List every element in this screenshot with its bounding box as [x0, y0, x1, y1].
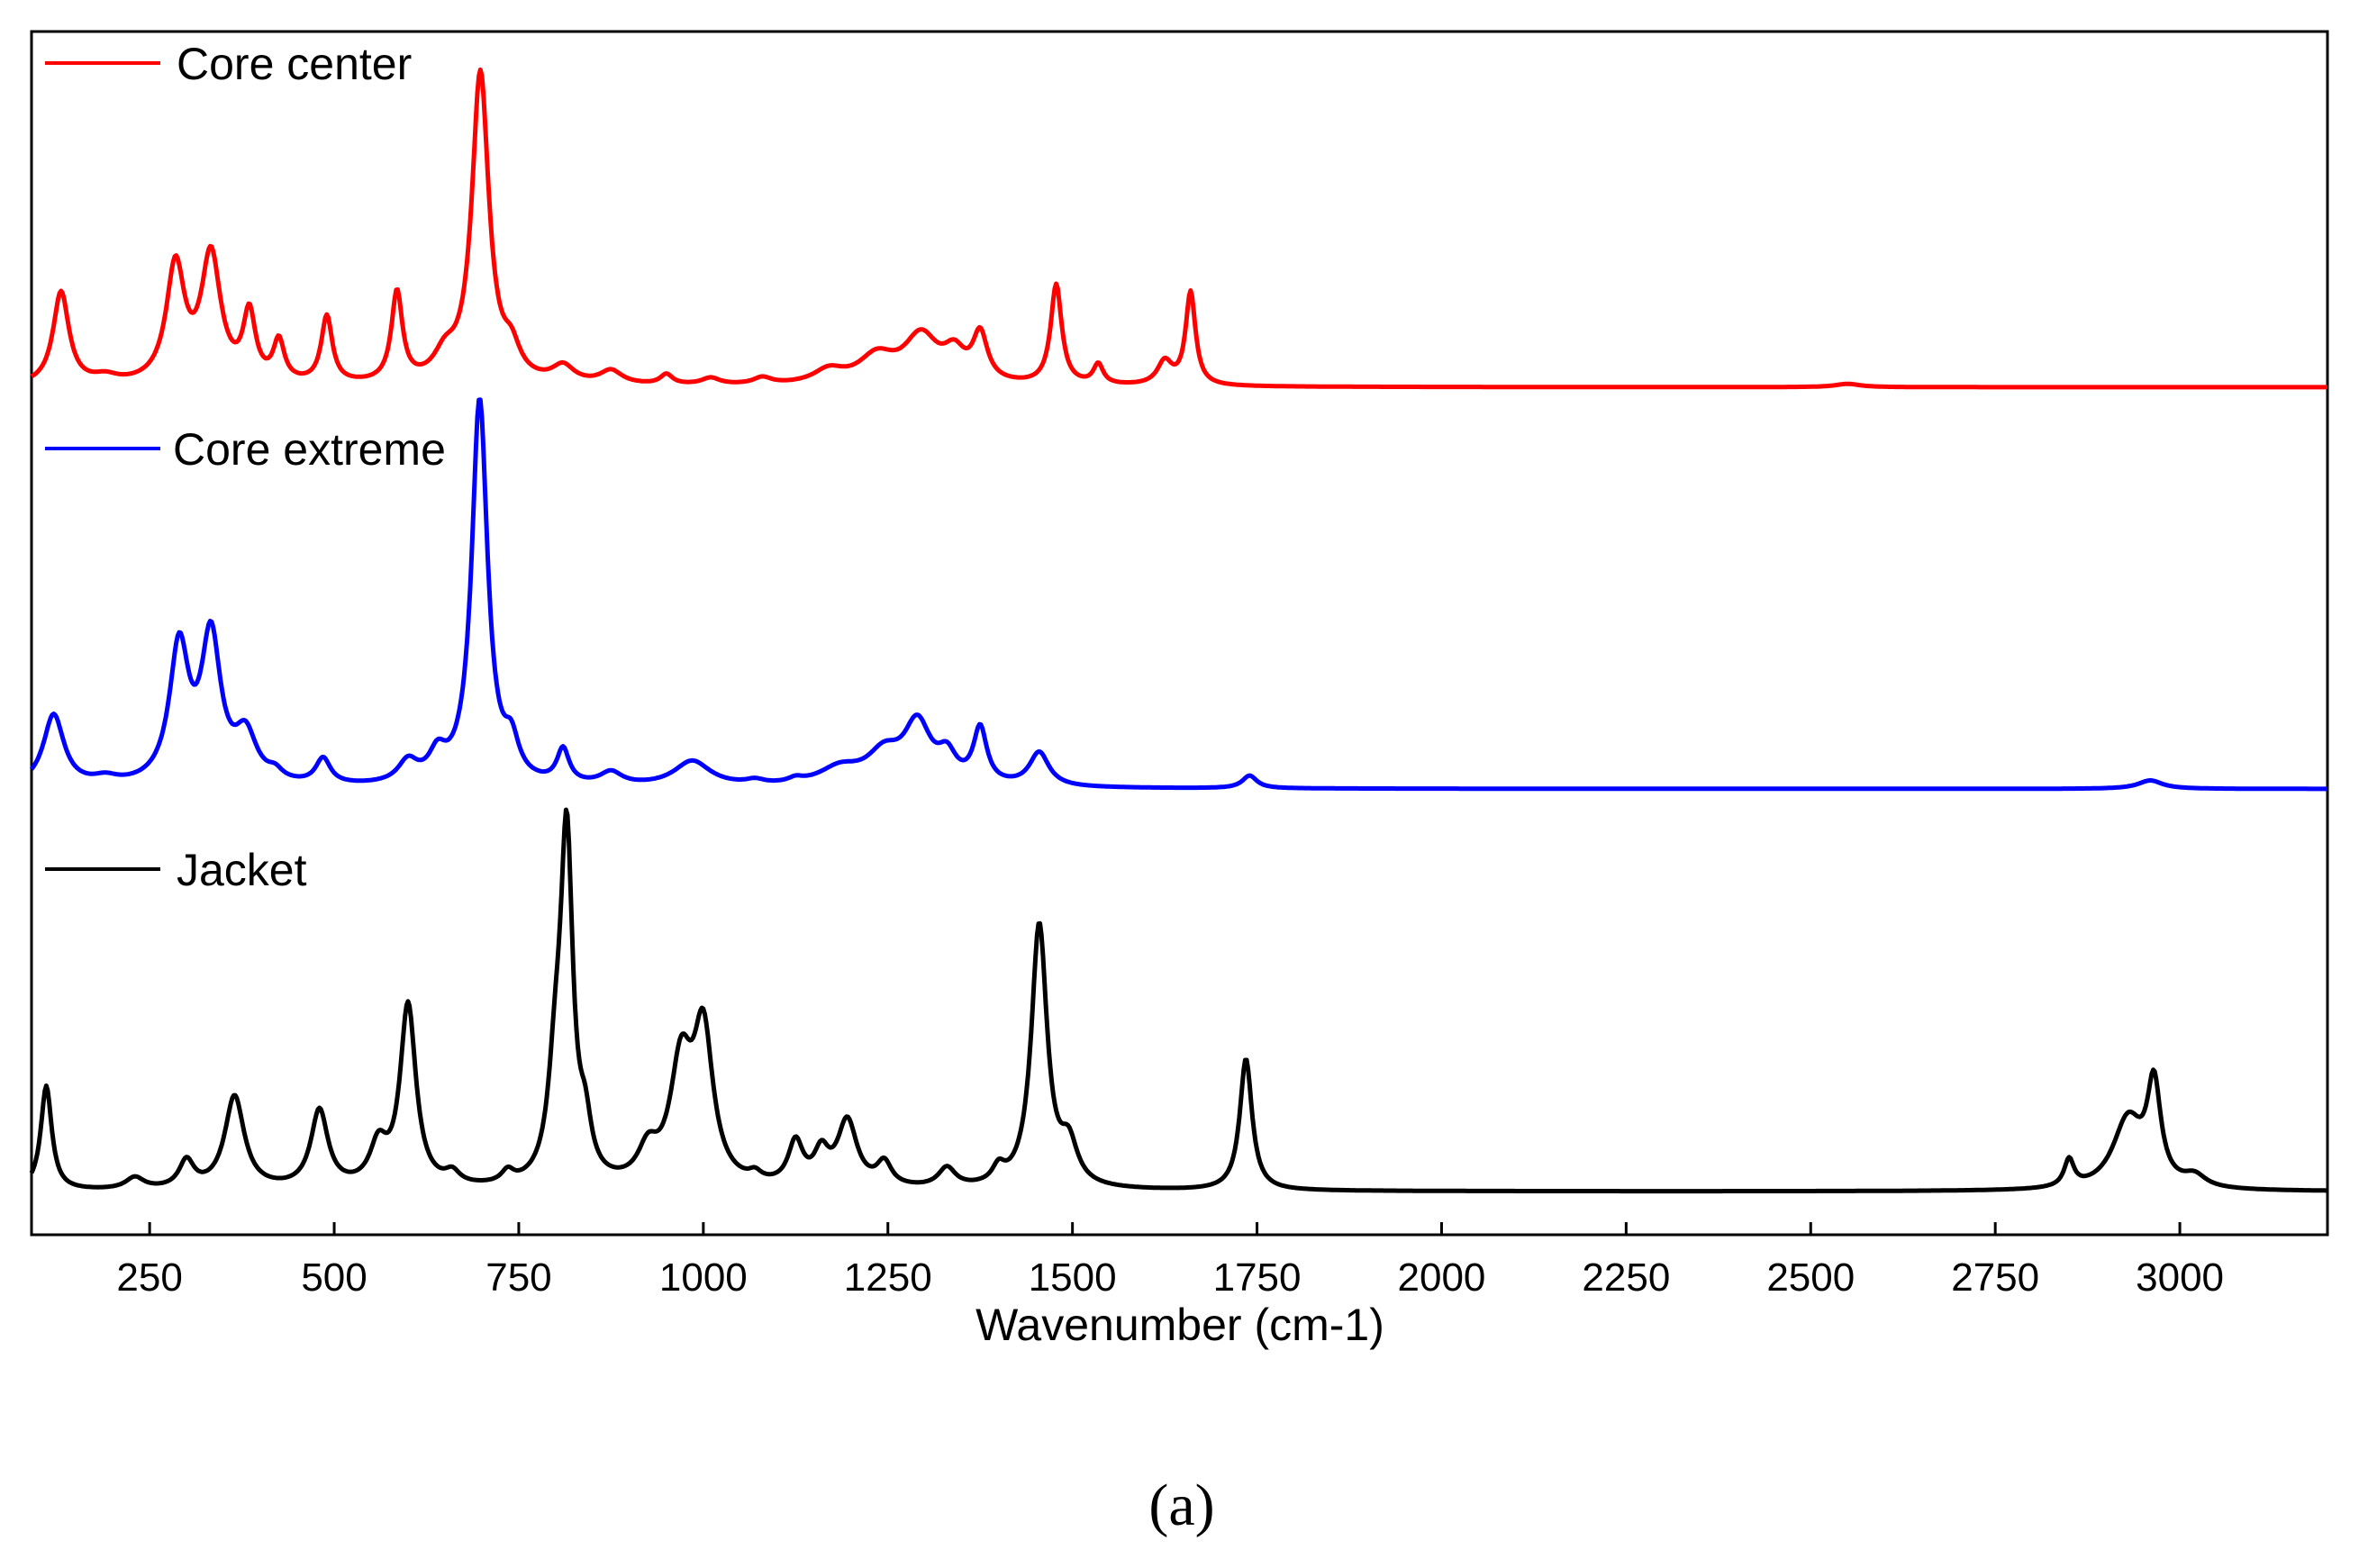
x-axis-ticks: 250 500 750 1000 1250 1500 1750 2000 2250 2500 275… [116, 1222, 2224, 1300]
spectrum-line-core-extreme [29, 397, 2328, 792]
x-tick-label: 1750 [1213, 1255, 1302, 1300]
legend-label-jacket: Jacket [177, 845, 307, 895]
x-tick-label: 3000 [2136, 1255, 2224, 1300]
plot-frame [30, 30, 2329, 1237]
x-tick-label: 750 [485, 1255, 551, 1300]
x-tick-label: 1000 [659, 1255, 748, 1300]
x-tick-label: 2750 [1951, 1255, 2039, 1300]
x-tick-label: 500 [301, 1255, 367, 1300]
x-tick-label: 1250 [844, 1255, 932, 1300]
x-tick-label: 1500 [1029, 1255, 1117, 1300]
x-tick-label: 2500 [1766, 1255, 1855, 1300]
spectra-layer [29, 67, 2328, 1194]
x-axis-title: Wavenumber (cm-1) [975, 1300, 1384, 1350]
figure-caption: (a) [1148, 1473, 1214, 1538]
legend-jacket: Jacket [45, 845, 307, 895]
legend-core-center: Core center [45, 39, 412, 89]
x-tick-label: 250 [116, 1255, 182, 1300]
legend-core-extreme: Core extreme [45, 424, 446, 475]
legend-label-core-extreme: Core extreme [173, 424, 446, 475]
x-tick-label: 2250 [1582, 1255, 1670, 1300]
spectrum-line-jacket [29, 807, 2328, 1194]
legend-label-core-center: Core center [177, 39, 412, 89]
spectrum-line-core-center [30, 67, 2328, 390]
x-tick-label: 2000 [1398, 1255, 1486, 1300]
